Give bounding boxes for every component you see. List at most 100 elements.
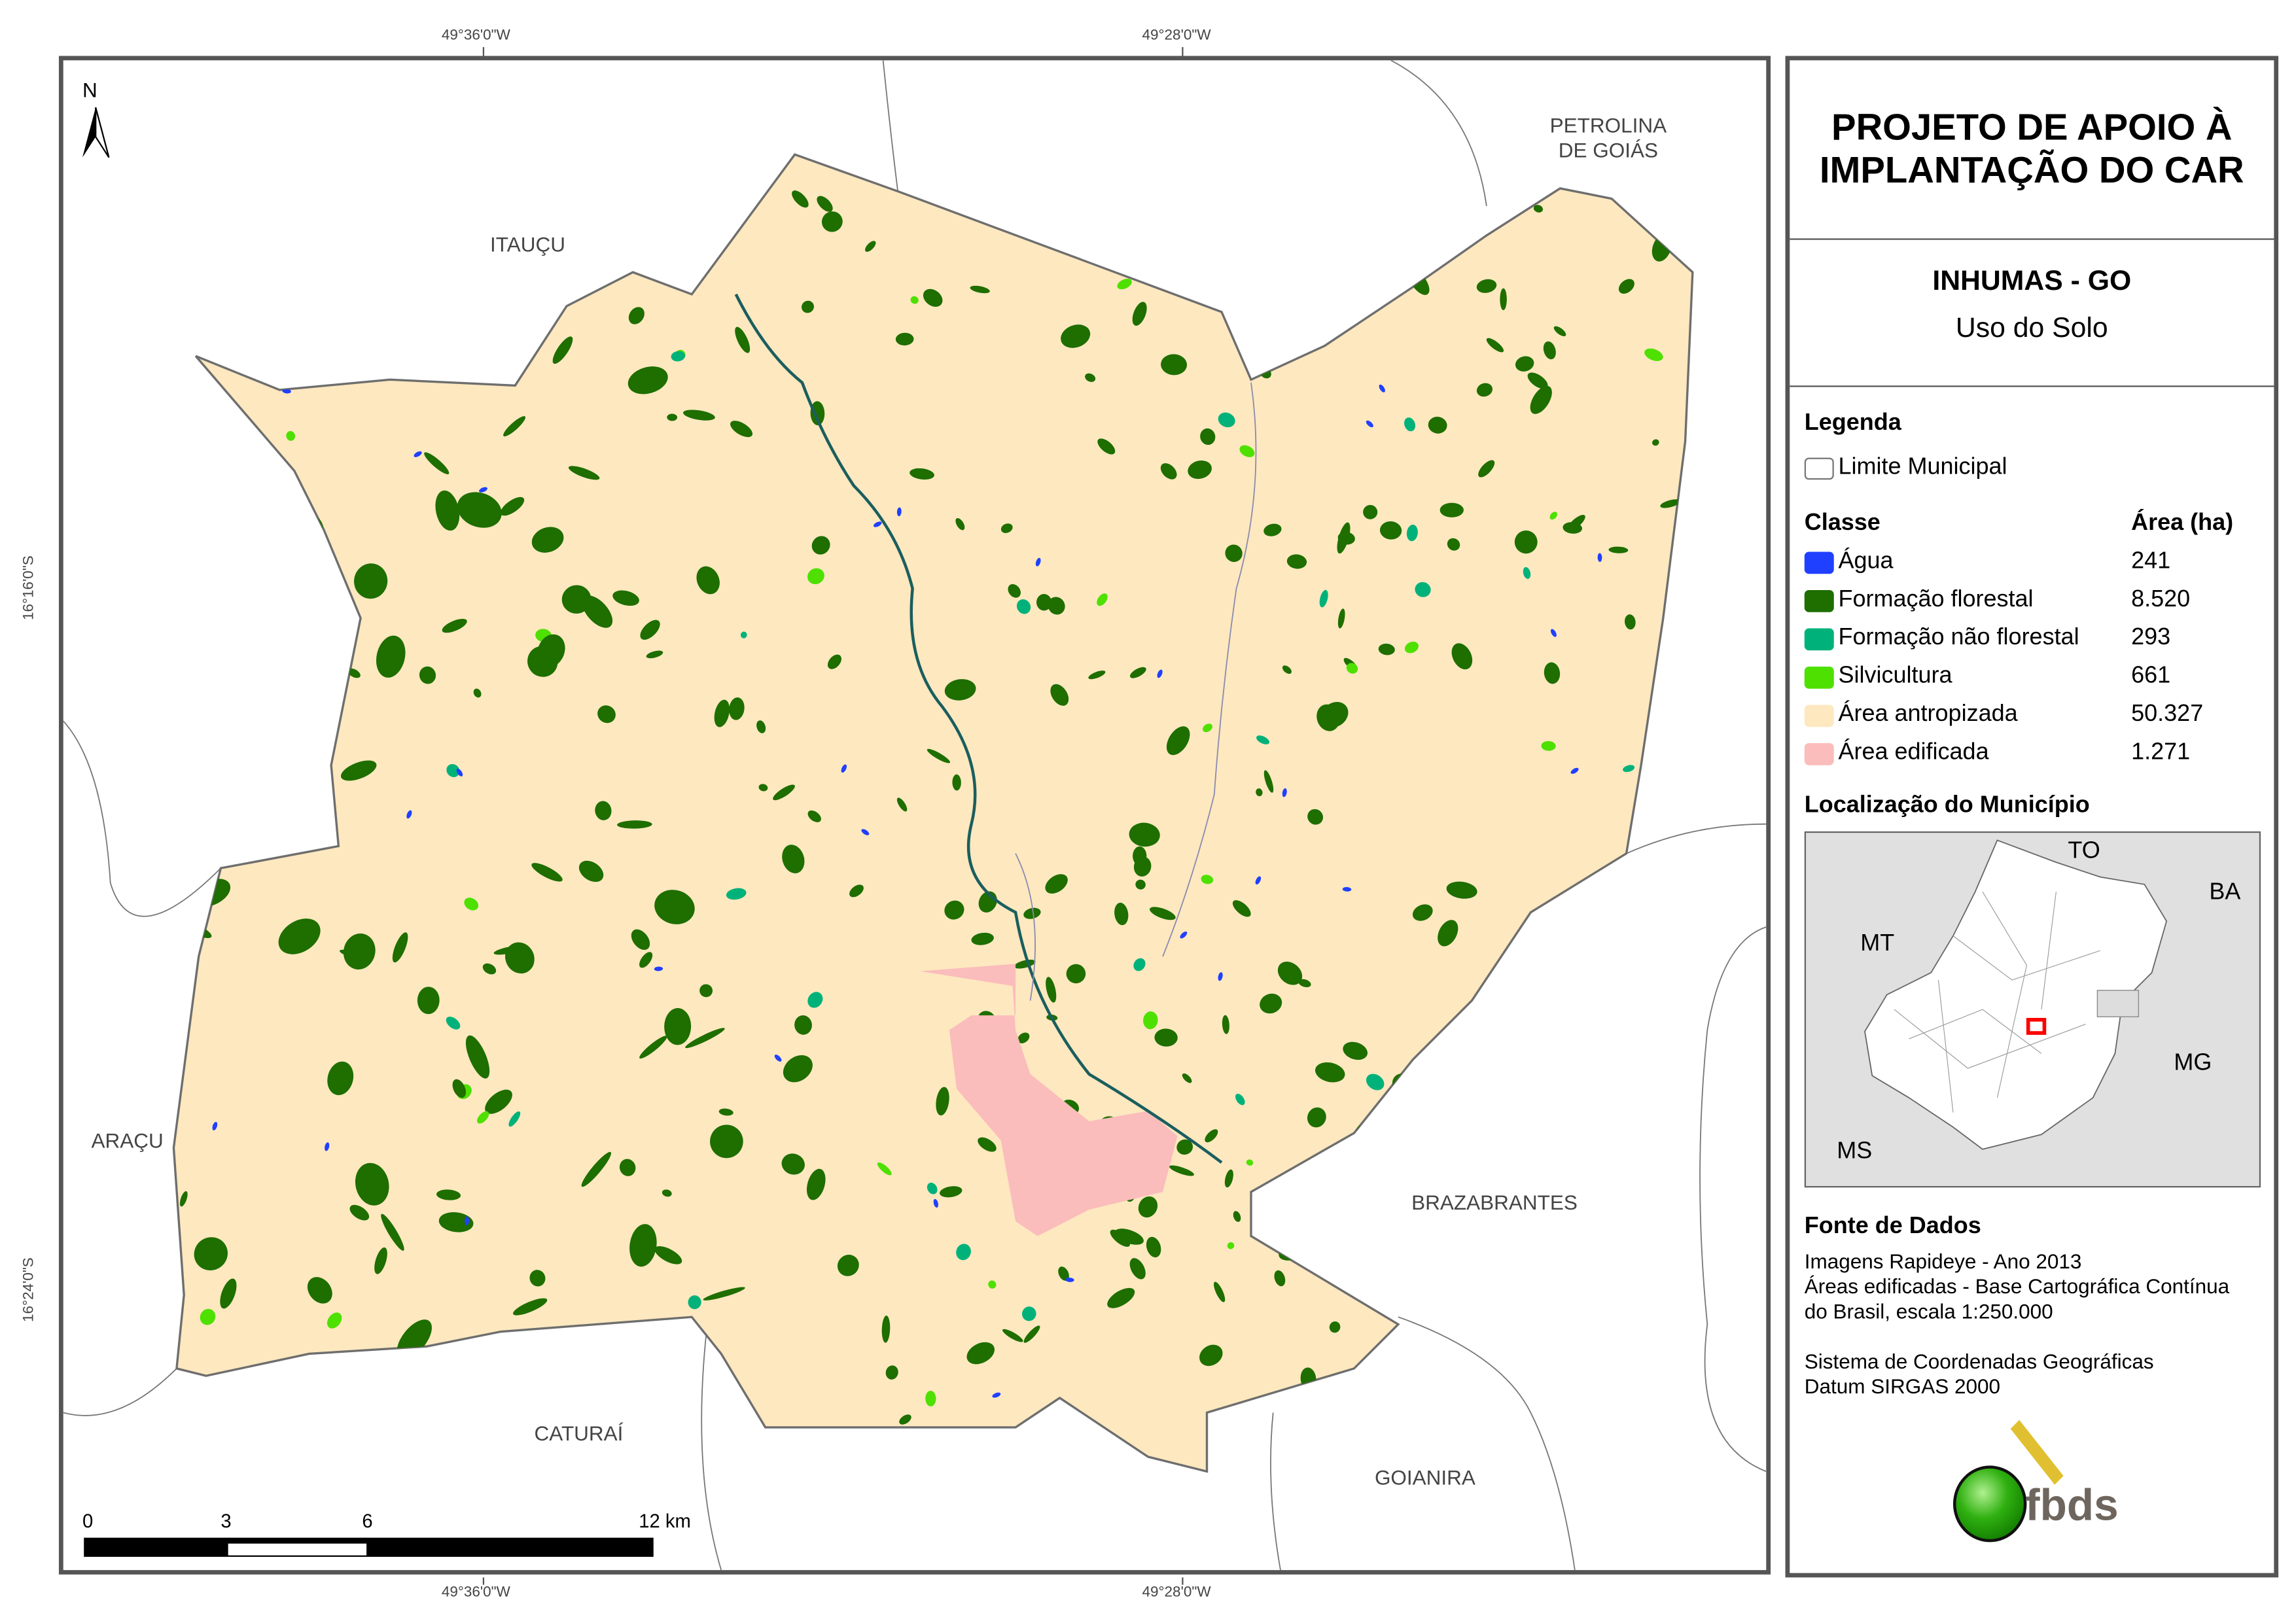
forest-patch: [627, 366, 668, 394]
class-swatch: [1804, 742, 1834, 765]
forest-patch: [1046, 977, 1057, 1003]
forest-patch: [1277, 961, 1303, 985]
forest-patch: [355, 1162, 389, 1206]
forest-patch: [702, 204, 739, 239]
forest-patch: [529, 1270, 546, 1287]
forest-patch: [1263, 770, 1274, 793]
forest-patch: [806, 1168, 826, 1200]
forest-patch: [388, 303, 434, 338]
silviculture-patch: [1591, 946, 1604, 960]
water-patch: [933, 1198, 939, 1208]
silviculture-patch: [477, 1111, 489, 1124]
forest-patch: [936, 1087, 949, 1116]
forest-patch: [1475, 1217, 1484, 1240]
water-patch: [1570, 767, 1579, 774]
non-forest-patch: [1415, 582, 1431, 597]
forest-patch: [205, 624, 238, 657]
silviculture-patch: [925, 1390, 936, 1406]
water-patch: [1550, 629, 1557, 637]
forest-patch: [1659, 719, 1680, 738]
forest-patch: [419, 666, 436, 684]
forest-patch: [1205, 1129, 1218, 1143]
forest-patch: [696, 566, 720, 595]
non-forest-patch: [508, 1111, 521, 1127]
forest-patch: [568, 466, 600, 480]
non-forest-patch: [956, 1244, 971, 1261]
forest-patch: [1343, 1041, 1368, 1060]
non-forest-patch: [446, 763, 460, 777]
forest-patch: [1468, 196, 1497, 217]
class-area: 50.327: [2131, 701, 2204, 727]
silviculture-patch: [807, 568, 824, 585]
forest-patch: [1343, 270, 1365, 299]
forest-patch: [247, 174, 266, 188]
water-patch: [1255, 876, 1262, 885]
forest-patch: [1188, 460, 1212, 480]
limit-label: Limite Municipal: [1838, 455, 2007, 480]
forest-patch: [354, 563, 388, 599]
forest-patch: [485, 279, 512, 305]
forest-patch: [970, 285, 990, 294]
forest-patch: [1138, 1196, 1158, 1218]
silviculture-patch: [877, 1162, 892, 1176]
forest-patch: [1335, 1189, 1361, 1217]
forest-patch: [1414, 1358, 1438, 1378]
class-area: 8.520: [2131, 587, 2191, 612]
forest-patch: [194, 858, 210, 875]
non-forest-patch: [1218, 412, 1235, 428]
forest-patch: [1135, 879, 1146, 890]
forest-patch: [1230, 267, 1243, 282]
forest-patch: [940, 1186, 963, 1198]
silviculture-patch: [1143, 1011, 1158, 1030]
forest-patch: [904, 156, 933, 175]
forest-patch: [1274, 1270, 1286, 1287]
source-line: Áreas edificadas - Base Cartográfica Con…: [1804, 1274, 2230, 1298]
forest-patch: [485, 1089, 512, 1114]
water-patch: [1379, 384, 1385, 393]
forest-patch: [654, 890, 695, 924]
non-forest-patch: [1280, 155, 1287, 169]
forest-patch: [664, 1008, 692, 1045]
forest-patch: [1114, 902, 1129, 926]
non-forest-patch: [740, 631, 747, 638]
water-patch: [1597, 553, 1602, 562]
coord-bottom-1: 49°36'0"W: [441, 1584, 510, 1601]
north-arrow-icon: [82, 107, 110, 158]
forest-patch: [531, 863, 563, 882]
forest-patch: [1553, 326, 1566, 336]
water-patch: [456, 769, 463, 777]
forest-patch: [1017, 1032, 1030, 1043]
forest-patch: [1129, 1258, 1146, 1280]
forest-patch: [699, 984, 713, 998]
forest-patch: [343, 933, 376, 969]
forest-patch: [1555, 1003, 1580, 1028]
forest-patch: [1378, 643, 1395, 655]
forest-patch: [395, 211, 421, 229]
class-label: Formação florestal: [1838, 587, 2034, 612]
forest-patch: [537, 634, 565, 668]
water-patch: [896, 507, 902, 517]
silviculture-patch: [1549, 512, 1558, 520]
forest-patch: [1651, 439, 1659, 446]
forest-patch: [1590, 1103, 1602, 1127]
forest-patch: [1502, 1254, 1525, 1272]
forest-patch: [865, 241, 876, 252]
forest-patch: [1608, 546, 1629, 553]
forest-patch: [773, 784, 795, 801]
scale-label: 0: [82, 1509, 94, 1532]
forest-patch: [173, 934, 193, 951]
class-label: Água: [1838, 549, 1894, 574]
forest-patch: [1002, 1329, 1023, 1342]
silviculture-patch: [1401, 1115, 1418, 1134]
water-patch: [861, 829, 870, 835]
forest-patch: [703, 1287, 745, 1300]
non-forest-patch: [1319, 589, 1328, 608]
forest-patch: [1169, 1165, 1195, 1176]
forest-patch: [1629, 1154, 1653, 1179]
forest-patch: [173, 501, 194, 527]
legend-class-row: Área edificada 1.271: [1804, 734, 2274, 772]
non-forest-patch: [671, 351, 685, 362]
forest-patch: [194, 1237, 228, 1270]
forest-patch: [424, 452, 450, 475]
legend-class-row: Formação florestal 8.520: [1804, 582, 2274, 620]
